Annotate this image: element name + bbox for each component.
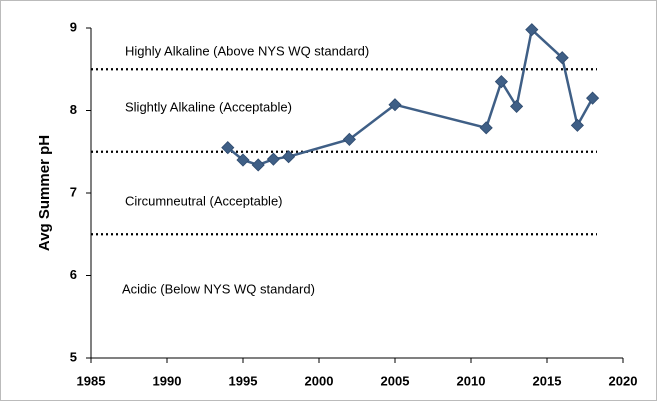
data-point: [555, 51, 569, 65]
y-axis-label: Avg Summer pH: [36, 135, 53, 251]
data-point: [525, 23, 539, 37]
y-tick-label: 7: [70, 184, 77, 199]
x-tick-label: 1985: [77, 373, 106, 388]
data-point: [510, 99, 524, 113]
data-point: [342, 132, 356, 146]
x-tick-label: 1990: [153, 373, 182, 388]
data-point: [221, 141, 235, 155]
data-point: [586, 91, 600, 105]
x-tick-label: 2020: [609, 373, 638, 388]
data-point: [570, 118, 584, 132]
data-point: [251, 158, 265, 172]
y-tick-label: 6: [70, 267, 77, 282]
data-point: [236, 153, 250, 167]
y-tick-label: 5: [70, 349, 77, 364]
data-point: [494, 75, 508, 89]
annotation: Slightly Alkaline (Acceptable): [125, 99, 292, 114]
x-tick-label: 2010: [457, 373, 486, 388]
annotation: Highly Alkaline (Above NYS WQ standard): [125, 43, 369, 58]
x-tick-label: 2000: [305, 373, 334, 388]
data-point: [266, 152, 280, 166]
data-point: [282, 150, 296, 164]
annotation: Circumneutral (Acceptable): [125, 193, 283, 208]
y-tick-label: 8: [70, 102, 77, 117]
y-tick-label: 9: [70, 19, 77, 34]
data-point: [479, 121, 493, 135]
annotation: Acidic (Below NYS WQ standard): [122, 281, 315, 296]
x-tick-label: 2005: [381, 373, 410, 388]
data-point: [388, 98, 402, 112]
x-tick-label: 2015: [533, 373, 562, 388]
x-tick-label: 1995: [229, 373, 258, 388]
